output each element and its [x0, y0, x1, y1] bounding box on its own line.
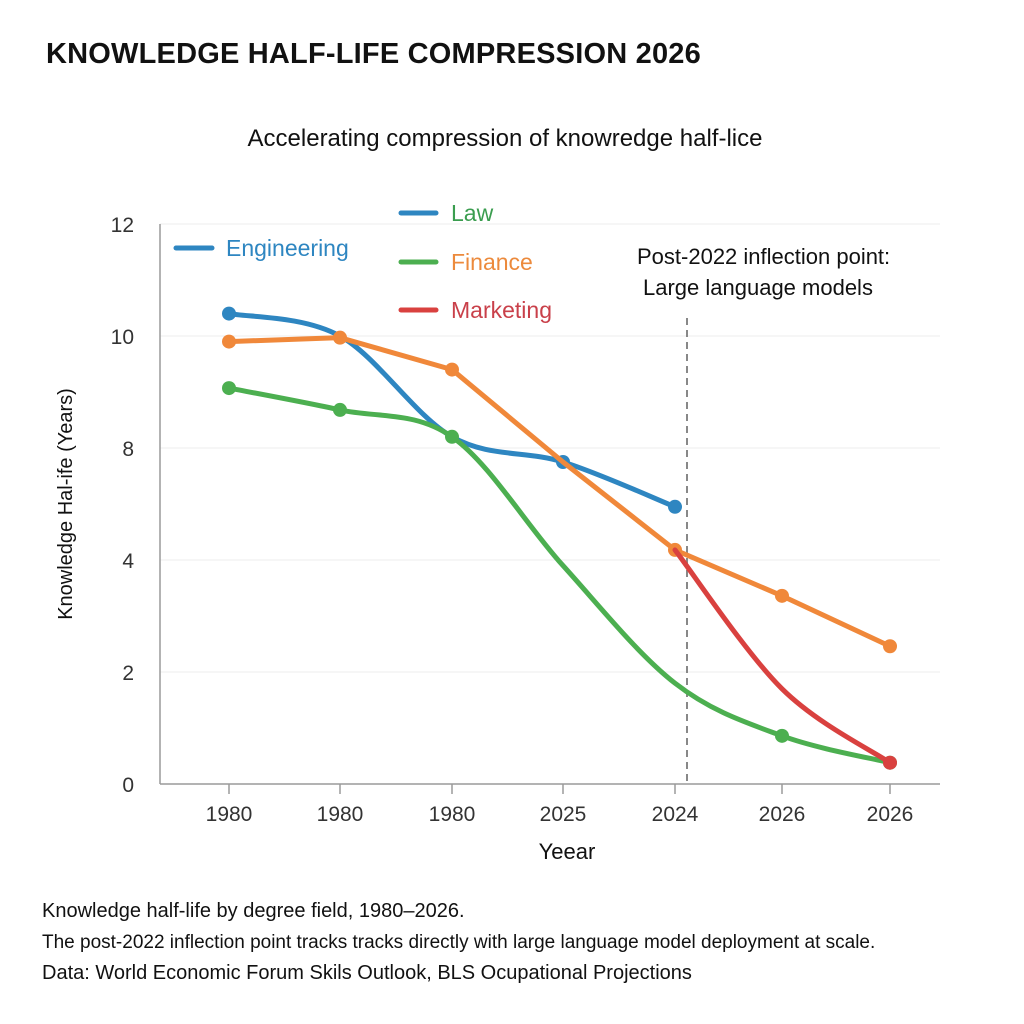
legend-label-finance: Finance	[451, 249, 533, 275]
legend-label-law: Law	[451, 200, 494, 226]
y-axis-label: Knowledge Hal-ife (Years)	[55, 388, 77, 620]
series-line-finance	[226, 335, 893, 649]
x-tick-label: 2026	[759, 803, 806, 826]
y-tick-label: 12	[111, 214, 134, 237]
data-point-law	[333, 402, 347, 417]
y-tick-label: 10	[111, 326, 134, 349]
data-point-finance	[333, 330, 347, 345]
y-tick-label: 8	[122, 438, 134, 461]
series-line-marketing	[672, 547, 893, 766]
y-tick-label: 2	[122, 662, 134, 685]
x-tick-label: 2025	[540, 803, 587, 826]
footer-source: Data: World Economic Forum Skils Outlook…	[42, 962, 692, 984]
y-tick-label: 0	[122, 774, 134, 797]
x-tick-label: 1980	[317, 803, 364, 826]
series-line-engineering	[226, 311, 678, 510]
data-point-marketing	[883, 755, 897, 770]
data-point-law	[775, 728, 789, 743]
series-line-law	[226, 385, 893, 766]
data-point-law	[445, 429, 459, 444]
data-point-finance	[445, 362, 459, 377]
y-tick-label: 4	[122, 550, 134, 573]
data-point-finance	[222, 334, 236, 349]
x-tick-label: 1980	[429, 803, 476, 826]
footer-note: The post-2022 inflection point tracks tr…	[42, 932, 876, 953]
annotation-line-1: Post-2022 inflection point:	[637, 244, 890, 269]
page-title: KNOWLEDGE HALF-LIFE COMPRESSION 2026	[46, 38, 701, 70]
x-tick-label: 2026	[867, 803, 914, 826]
x-axis-label: Yeear	[539, 839, 596, 864]
x-tick-label: 2024	[652, 803, 699, 826]
data-point-finance	[775, 588, 789, 603]
chart-title: Accelerating compression of knowredge ha…	[247, 125, 763, 152]
legend-label-marketing: Marketing	[451, 297, 552, 323]
data-point-finance	[883, 639, 897, 654]
footer-caption: Knowledge half-life by degree field, 198…	[42, 900, 465, 922]
data-point-engineering	[668, 499, 682, 514]
data-point-engineering	[222, 306, 236, 321]
legend-label-engineering: Engineering	[226, 235, 349, 261]
annotation-line-2: Large language models	[643, 275, 873, 300]
x-tick-label: 1980	[206, 803, 253, 826]
data-point-law	[222, 381, 236, 396]
